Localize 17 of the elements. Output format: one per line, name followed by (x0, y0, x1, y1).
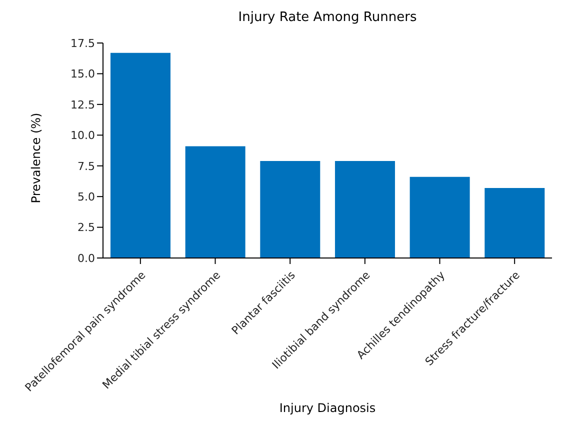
y-tick-label: 0.0 (78, 252, 95, 265)
bar (260, 160, 320, 258)
bar (410, 176, 470, 258)
chart-title: Injury Rate Among Runners (237, 10, 418, 25)
y-tick-label: 10.0 (70, 129, 95, 142)
bar (185, 146, 246, 258)
y-tick-label: 15.0 (70, 68, 95, 81)
y-tick-label: 17.5 (70, 36, 95, 50)
x-axis-title: Injury Diagnosis (278, 401, 377, 415)
bar (484, 188, 545, 258)
bar (110, 52, 170, 258)
y-tick-label: 5.0 (78, 190, 95, 204)
bar (334, 160, 395, 258)
y-axis-title: Prevalence (%) (29, 112, 43, 204)
y-tick-label: 2.5 (78, 221, 95, 234)
y-tick-label: 7.5 (78, 160, 95, 173)
y-tick-label: 12.5 (70, 98, 95, 112)
